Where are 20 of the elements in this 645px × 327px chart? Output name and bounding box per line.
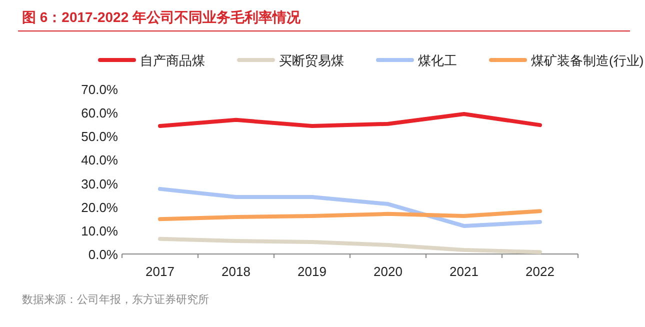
y-tick-label: 50.0% xyxy=(81,129,118,144)
x-tick-label: 2022 xyxy=(526,264,554,279)
y-tick-label: 40.0% xyxy=(81,152,118,168)
legend-label: 买断贸易煤 xyxy=(279,53,344,68)
legend-label: 煤化工 xyxy=(418,53,457,68)
legend-label: 煤矿装备制造(行业) xyxy=(531,53,644,68)
y-tick-label: 60.0% xyxy=(81,106,118,121)
x-tick-label: 2021 xyxy=(450,264,478,279)
title: 图 6：2017-2022 年公司不同业务毛利率情况 xyxy=(22,9,301,25)
x-tick-label: 2020 xyxy=(374,264,402,279)
x-tick-label: 2017 xyxy=(146,264,174,279)
y-tick-label: 20.0% xyxy=(81,200,118,215)
x-tick-label: 2019 xyxy=(298,264,326,279)
source-note: 数据来源：公司年报，东方证券研究所 xyxy=(22,293,209,306)
x-tick-label: 2018 xyxy=(222,264,250,279)
legend-label: 自产商品煤 xyxy=(140,53,205,68)
y-tick-label: 10.0% xyxy=(81,223,118,238)
y-tick-label: 0.0% xyxy=(88,247,118,262)
y-tick-label: 70.0% xyxy=(81,82,118,97)
y-tick-label: 30.0% xyxy=(81,176,118,192)
